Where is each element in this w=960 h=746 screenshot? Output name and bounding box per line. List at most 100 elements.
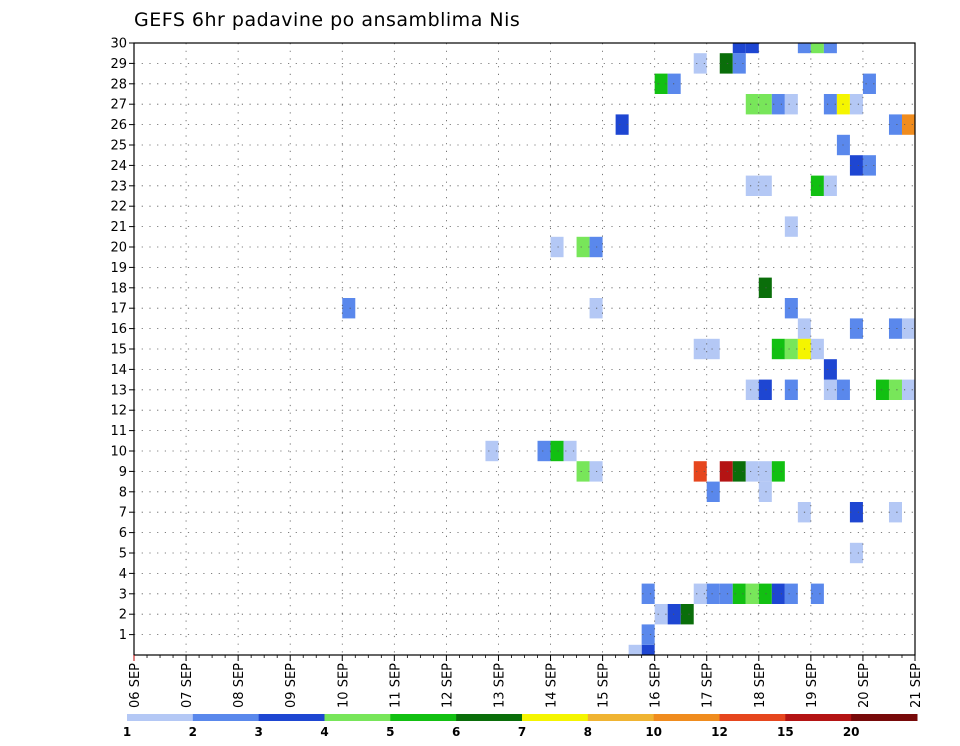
heatmap-cell bbox=[680, 604, 694, 625]
y-tick-label: 26 bbox=[110, 118, 127, 133]
legend-label: 7 bbox=[518, 725, 526, 739]
heatmap-cell bbox=[823, 379, 837, 400]
y-tick-label: 9 bbox=[119, 465, 127, 480]
y-tick-label: 23 bbox=[110, 179, 127, 194]
heatmap-cell bbox=[784, 338, 798, 360]
y-tick-label: 24 bbox=[110, 159, 127, 174]
heatmap-cell bbox=[576, 461, 590, 482]
y-axis: 1234567891011121314151617181920212223242… bbox=[110, 37, 134, 643]
heatmap-cell bbox=[810, 583, 824, 604]
heatmap-cell bbox=[628, 644, 642, 655]
x-tick-label: 09 SEP bbox=[284, 663, 299, 708]
heatmap-cell bbox=[732, 461, 746, 482]
heatmap-cell bbox=[758, 175, 772, 196]
x-tick-label: 18 SEP bbox=[753, 663, 768, 708]
heatmap-cell bbox=[693, 583, 707, 604]
heatmap-cell bbox=[758, 481, 772, 502]
y-tick-label: 14 bbox=[110, 363, 127, 378]
y-tick-label: 4 bbox=[119, 567, 127, 582]
heatmap-cell bbox=[849, 155, 863, 176]
y-tick-label: 18 bbox=[110, 281, 127, 296]
heatmap-cell bbox=[849, 502, 863, 523]
x-tick-label: 19 SEP bbox=[805, 663, 820, 708]
heatmap-cell bbox=[485, 440, 499, 462]
heatmap-cell bbox=[823, 175, 837, 196]
y-tick-label: 16 bbox=[110, 322, 127, 337]
legend-label: 20 bbox=[843, 725, 860, 739]
y-tick-label: 30 bbox=[110, 37, 127, 52]
x-tick-label: 07 SEP bbox=[180, 663, 195, 708]
heatmap-cell bbox=[901, 318, 915, 339]
heatmap-cell bbox=[654, 73, 668, 94]
legend-label: 5 bbox=[386, 725, 394, 739]
heatmap-cell bbox=[849, 94, 863, 115]
x-tick-label: 17 SEP bbox=[701, 663, 716, 708]
heatmap-cell bbox=[888, 318, 902, 339]
y-tick-label: 6 bbox=[119, 526, 127, 541]
y-tick-label: 28 bbox=[110, 77, 127, 92]
y-tick-label: 27 bbox=[110, 98, 127, 113]
heatmap-cell bbox=[888, 502, 902, 523]
y-tick-label: 21 bbox=[110, 220, 127, 235]
heatmap-cell bbox=[758, 94, 772, 115]
heatmap-cell bbox=[641, 644, 655, 655]
y-tick-label: 2 bbox=[119, 608, 127, 623]
y-tick-label: 25 bbox=[110, 139, 127, 154]
heatmap-cell bbox=[875, 379, 889, 400]
heatmap-cell bbox=[706, 338, 720, 360]
heatmap-cell bbox=[810, 175, 824, 196]
legend-swatch bbox=[587, 714, 655, 721]
legend-swatch bbox=[258, 714, 325, 721]
legend-swatch bbox=[127, 714, 194, 721]
heatmap-cell bbox=[901, 379, 915, 400]
heatmap-cell bbox=[771, 583, 785, 604]
heatmap-cell bbox=[719, 583, 733, 604]
x-tick-label: 08 SEP bbox=[232, 663, 247, 708]
y-tick-label: 1 bbox=[119, 628, 127, 643]
heatmap-cell bbox=[641, 624, 655, 645]
heatmap-cell bbox=[784, 94, 798, 115]
heatmap-cell bbox=[745, 175, 759, 196]
heatmap-cell bbox=[862, 155, 876, 176]
heatmap-cell bbox=[693, 53, 707, 74]
legend-label: 8 bbox=[584, 725, 592, 739]
heatmap-cell bbox=[693, 338, 707, 360]
y-tick-label: 20 bbox=[110, 241, 127, 256]
x-tick-label: 16 SEP bbox=[649, 663, 664, 708]
legend-label: 6 bbox=[452, 725, 460, 739]
y-tick-label: 15 bbox=[110, 343, 127, 358]
heatmap-cell bbox=[849, 318, 863, 339]
legend-swatch bbox=[851, 714, 918, 721]
heatmap-cell bbox=[823, 359, 837, 380]
heatmap-cell bbox=[810, 43, 824, 54]
legend-swatch bbox=[390, 714, 457, 721]
y-tick-label: 19 bbox=[110, 261, 127, 276]
heatmap-cell bbox=[563, 440, 577, 462]
heatmap-cell bbox=[576, 236, 590, 258]
heatmap-cell bbox=[615, 114, 629, 135]
legend-swatch bbox=[522, 714, 589, 721]
heatmap-cell bbox=[888, 379, 902, 400]
heatmap-cell bbox=[641, 583, 655, 604]
heatmap-cell bbox=[537, 440, 551, 462]
x-tick-label: 14 SEP bbox=[545, 663, 560, 708]
heatmap-cell bbox=[758, 379, 772, 400]
heatmap-cell bbox=[784, 583, 798, 604]
x-tick-label: 12 SEP bbox=[440, 663, 455, 708]
heatmap-cell bbox=[342, 298, 356, 319]
y-tick-label: 22 bbox=[110, 200, 127, 215]
heatmap-cell bbox=[693, 461, 707, 482]
legend-label: 15 bbox=[777, 725, 794, 739]
heatmap-cell bbox=[771, 338, 785, 360]
x-tick-label: 06 SEP bbox=[128, 663, 143, 708]
x-tick-label: 15 SEP bbox=[597, 663, 612, 708]
heatmap-cell bbox=[550, 440, 564, 462]
heatmap-cell bbox=[732, 583, 746, 604]
heatmap-cell bbox=[719, 461, 733, 482]
y-tick-label: 12 bbox=[110, 404, 127, 419]
heatmap-cell bbox=[758, 461, 772, 482]
heatmap-cell bbox=[771, 461, 785, 482]
cells-layer bbox=[342, 43, 915, 655]
